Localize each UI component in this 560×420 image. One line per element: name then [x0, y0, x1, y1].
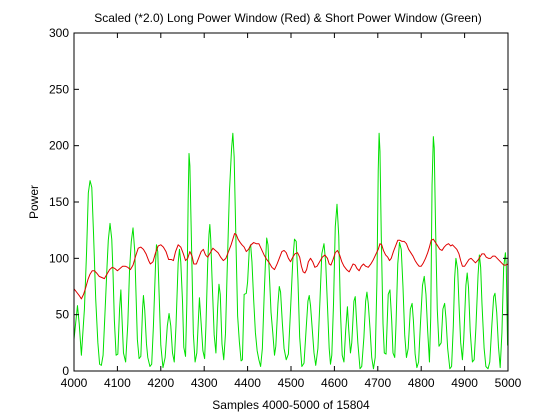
y-tick-label: 100: [49, 251, 69, 265]
y-tick-label: 0: [62, 364, 69, 378]
series-line-2: [74, 233, 508, 300]
x-tick-label: 4800: [408, 376, 435, 390]
y-axis-label: Power: [27, 185, 41, 219]
y-tick-label: 300: [49, 26, 69, 40]
x-tick-label: 4500: [278, 376, 305, 390]
y-tick-label: 150: [49, 195, 69, 209]
plot-series-layer: [74, 132, 508, 370]
x-tick-label: 4000: [61, 376, 88, 390]
x-tick-label: 4900: [451, 376, 478, 390]
x-tick-label: 4600: [321, 376, 348, 390]
x-axis-ticks: 4000 4100 4200 4300 4400 4500 4600 4700 4800 4900…: [61, 33, 522, 390]
x-tick-label: 5000: [495, 376, 522, 390]
y-tick-label: 250: [49, 82, 69, 96]
x-tick-label: 4700: [364, 376, 391, 390]
y-tick-label: 50: [56, 308, 70, 322]
y-tick-label: 200: [49, 139, 69, 153]
x-tick-label: 4200: [147, 376, 174, 390]
x-tick-label: 4100: [104, 376, 131, 390]
x-axis-label: Samples 4000-5000 of 15804: [212, 398, 370, 412]
x-tick-label: 4300: [191, 376, 218, 390]
x-tick-label: 4400: [234, 376, 261, 390]
chart-title: Scaled (*2.0) Long Power Window (Red) & …: [94, 11, 482, 25]
y-axis-ticks: 0 50 100 150 200 250 300: [49, 26, 508, 378]
series-line-1: [74, 132, 508, 370]
